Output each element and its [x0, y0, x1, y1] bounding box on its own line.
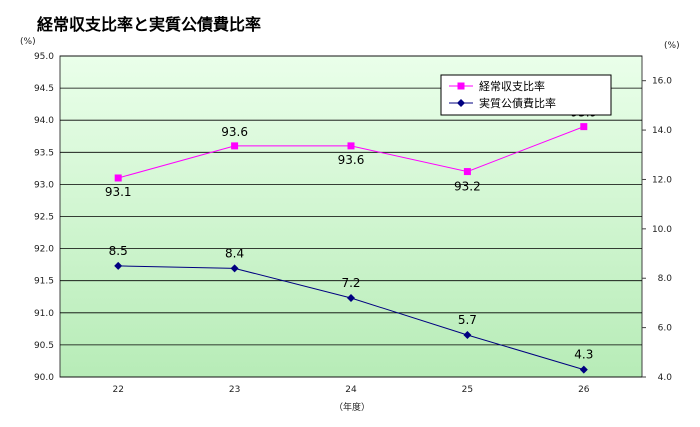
data-point	[347, 142, 355, 150]
y-left-unit: (%)	[20, 37, 36, 47]
data-label: 93.2	[454, 180, 481, 194]
data-label: 93.1	[105, 185, 132, 199]
x-axis-label: （年度）	[334, 401, 370, 413]
y-right-tick-label: 4.0	[658, 373, 673, 383]
y-right-tick-label: 10.0	[652, 225, 672, 235]
data-label: 93.6	[338, 153, 365, 167]
y-right-tick-label: 6.0	[658, 324, 673, 334]
y-left-tick-label: 93.0	[34, 180, 54, 190]
data-point	[114, 261, 123, 270]
legend-marker	[457, 99, 465, 107]
data-label: 8.5	[109, 244, 128, 258]
y-left-tick-label: 90.5	[34, 341, 54, 351]
data-label: 8.4	[225, 246, 244, 260]
y-left-tick-label: 95.0	[34, 52, 54, 62]
data-point	[463, 168, 471, 176]
y-right-tick-label: 16.0	[652, 77, 672, 87]
y-right-tick-label: 8.0	[658, 274, 673, 284]
data-point	[580, 123, 588, 131]
data-label: 7.2	[341, 276, 360, 290]
x-tick-label: 22	[112, 385, 123, 395]
chart-title: 経常収支比率と実質公債費比率	[37, 15, 262, 34]
y-left-tick-label: 92.5	[34, 213, 54, 223]
data-point	[463, 331, 472, 340]
x-tick-label: 25	[462, 385, 473, 395]
data-label: 5.7	[458, 313, 477, 327]
data-point	[579, 365, 588, 374]
y-right-unit: (%)	[664, 41, 680, 51]
y-left-tick-label: 92.0	[34, 245, 54, 255]
x-tick-label: 24	[345, 385, 357, 395]
data-label: 93.6	[221, 125, 248, 139]
y-right-tick-label: 14.0	[652, 126, 672, 136]
y-left-tick-label: 91.5	[34, 277, 54, 287]
legend-label: 経常収支比率	[479, 79, 545, 93]
y-left-tick-label: 90.0	[34, 373, 54, 383]
y-left-tick-label: 94.5	[34, 84, 54, 94]
legend-box	[440, 74, 612, 116]
y-left-tick-label: 94.0	[34, 116, 54, 126]
x-tick-label: 26	[578, 385, 590, 395]
y-right-tick-label: 12.0	[652, 175, 672, 185]
legend-marker	[457, 82, 465, 90]
y-left-tick-label: 91.0	[34, 309, 54, 319]
data-point	[347, 293, 355, 302]
data-point	[114, 174, 122, 182]
data-label: 4.3	[574, 348, 593, 362]
data-point	[231, 142, 239, 150]
legend-label: 実質公債費比率	[479, 96, 556, 110]
x-tick-label: 23	[229, 385, 240, 395]
y-left-tick-label: 93.5	[34, 148, 54, 158]
data-point	[230, 264, 239, 273]
